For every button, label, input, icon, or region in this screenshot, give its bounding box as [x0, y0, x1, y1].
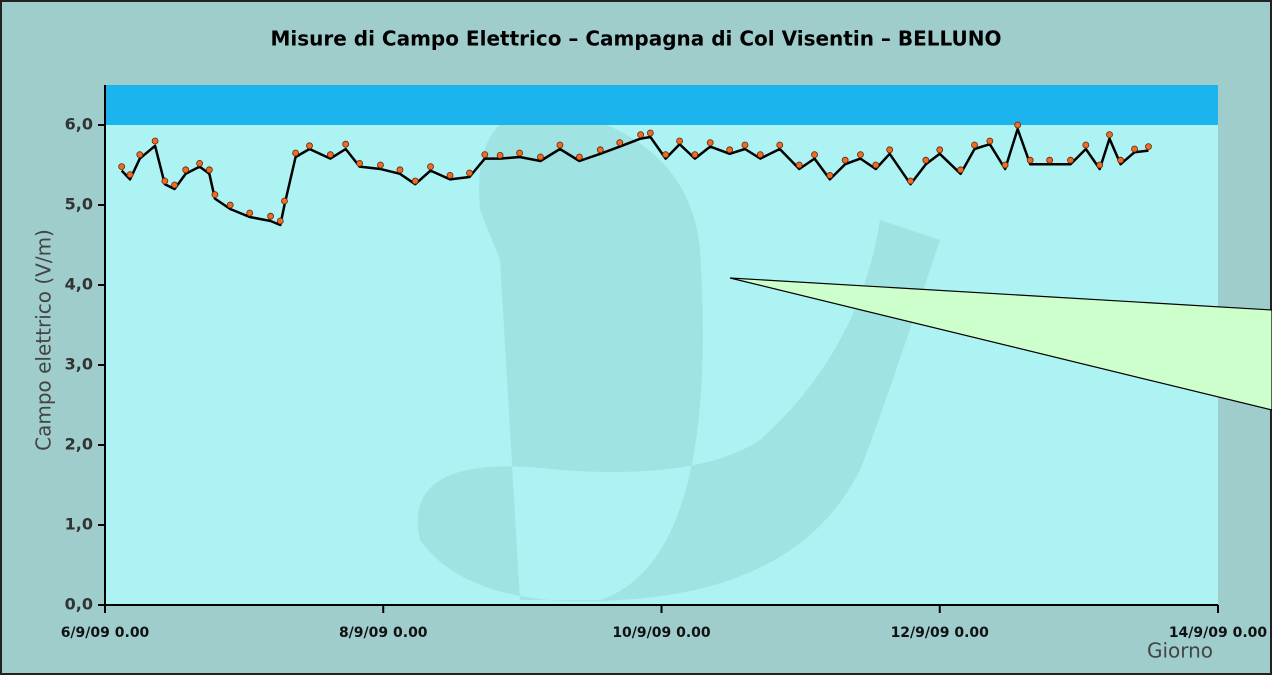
data-point	[497, 152, 503, 158]
data-point	[576, 154, 582, 160]
data-point	[127, 172, 133, 178]
data-point	[1132, 146, 1138, 152]
data-point	[172, 182, 178, 188]
data-point	[137, 152, 143, 158]
chart-title: Misure di Campo Elettrico – Campagna di …	[270, 27, 1001, 51]
x-tick-label: 8/9/09 0.00	[339, 625, 428, 641]
data-point	[842, 157, 848, 163]
data-point	[357, 160, 363, 166]
data-point	[742, 142, 748, 148]
data-point	[1083, 142, 1089, 148]
data-point	[887, 147, 893, 153]
data-point	[707, 140, 713, 146]
data-point	[412, 178, 418, 184]
data-point	[796, 162, 802, 168]
data-point	[647, 130, 653, 136]
x-tick-label: 10/9/09 0.00	[612, 625, 711, 641]
data-point	[206, 167, 212, 173]
data-point	[293, 150, 299, 156]
data-point	[1027, 157, 1033, 163]
data-point	[638, 132, 644, 138]
data-point	[377, 162, 383, 168]
data-point	[183, 167, 189, 173]
data-point	[908, 178, 914, 184]
data-point	[1047, 157, 1053, 163]
data-point	[162, 178, 168, 184]
data-point	[428, 164, 434, 170]
data-point	[277, 218, 283, 224]
x-axis-label: Giorno	[1147, 639, 1213, 663]
data-point	[873, 162, 879, 168]
data-point	[1106, 132, 1112, 138]
y-tick-label: 0,0	[65, 595, 93, 614]
data-point	[972, 142, 978, 148]
data-point	[281, 198, 287, 204]
data-point	[152, 138, 158, 144]
data-point	[557, 142, 563, 148]
data-point	[937, 147, 943, 153]
y-tick-label: 5,0	[65, 195, 93, 214]
data-point	[757, 152, 763, 158]
data-point	[1068, 157, 1074, 163]
data-point	[327, 152, 333, 158]
data-point	[827, 172, 833, 178]
y-tick-label: 4,0	[65, 275, 93, 294]
data-point	[617, 140, 623, 146]
data-point	[447, 172, 453, 178]
data-point	[482, 152, 488, 158]
y-tick-label: 6,0	[65, 115, 93, 134]
y-tick-label: 1,0	[65, 515, 93, 534]
data-point	[268, 213, 274, 219]
data-point	[958, 167, 964, 173]
y-tick-label: 2,0	[65, 435, 93, 454]
y-tick-label: 3,0	[65, 355, 93, 374]
data-point	[1097, 162, 1103, 168]
data-point	[1145, 144, 1151, 150]
data-point	[777, 142, 783, 148]
chart: 0,0 1,0 2,0 3,0 4,0 5,0 6,0 6/9/09 0.00 8/9/09 0…	[0, 0, 1272, 675]
x-tick-label: 6/9/09 0.00	[61, 625, 150, 641]
page: 0,0 1,0 2,0 3,0 4,0 5,0 6,0 6/9/09 0.00 8/9/09 0…	[0, 0, 1272, 675]
data-point	[1118, 157, 1124, 163]
data-point	[343, 141, 349, 147]
data-point	[987, 138, 993, 144]
data-point	[537, 154, 543, 160]
x-tick-label: 12/9/09 0.00	[891, 625, 990, 641]
data-point	[923, 157, 929, 163]
data-point	[857, 152, 863, 158]
data-point	[307, 143, 313, 149]
data-point	[812, 152, 818, 158]
data-point	[663, 152, 669, 158]
limit-band	[105, 85, 1218, 125]
data-point	[597, 147, 603, 153]
data-point	[227, 202, 233, 208]
data-point	[247, 210, 253, 216]
data-point	[467, 170, 473, 176]
data-point	[517, 150, 523, 156]
data-point	[197, 160, 203, 166]
data-point	[1015, 122, 1021, 128]
data-point	[727, 147, 733, 153]
data-point	[212, 192, 218, 198]
data-point	[692, 152, 698, 158]
y-axis-label: Campo elettrico (V/m)	[32, 229, 56, 451]
data-point	[1002, 162, 1008, 168]
data-point	[119, 164, 125, 170]
data-point	[677, 138, 683, 144]
data-point	[397, 167, 403, 173]
